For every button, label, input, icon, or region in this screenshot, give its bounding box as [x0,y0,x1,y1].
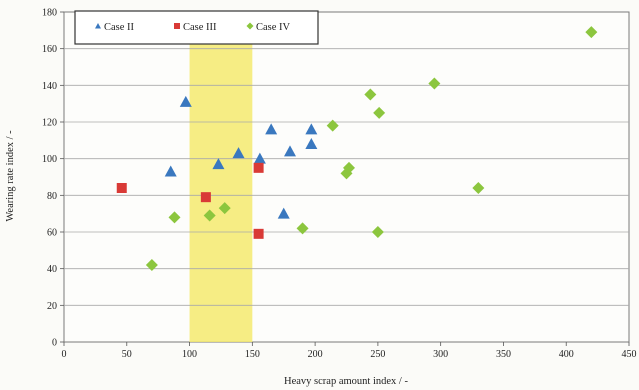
case-ii-point [284,145,296,157]
y-tick-label: 20 [47,301,57,312]
case-iv-point [472,182,485,194]
y-tick-label: 140 [42,81,57,92]
legend-case-ii-marker [95,23,101,29]
x-tick-label: 50 [122,349,132,360]
case-iv-point [371,226,384,238]
legend-case-iii-label: Case III [183,22,217,33]
case-iv-point [585,26,598,39]
case-ii-point [277,207,290,219]
case-ii-point [265,123,278,135]
x-tick-labels: 0 50 100 150 200 250 300 350 400 450 [62,342,637,360]
x-axis-label: Heavy scrap amount index / - [284,376,408,387]
case-iv-point [168,211,181,224]
y-tick-label: 80 [47,191,57,202]
case-iii-point [116,183,127,193]
case-iv-point [364,88,377,101]
case-iv-point [428,77,441,90]
x-tick-label: 250 [370,349,385,360]
x-tick-label: 150 [245,349,260,360]
case-iv-point [203,209,216,222]
grid-lines [64,48,629,306]
case-iii-point [253,228,264,239]
case-iv-point [145,259,158,271]
case-iv-point [343,161,356,174]
data-points [116,26,598,271]
legend-case-ii-label: Case II [104,22,135,33]
case-ii-point [305,138,318,149]
case-ii-point [232,147,245,159]
highlight-band [189,12,253,342]
x-tick-label: 100 [182,349,197,360]
legend: Case II Case III Case IV [74,10,319,45]
case-ii-point [212,158,225,170]
case-ii-point [305,123,318,135]
y-tick-label: 100 [42,154,57,165]
x-tick-label: 300 [433,349,448,360]
y-tick-label: 0 [52,338,57,349]
x-tick-label: 450 [622,349,637,360]
case-iv-point [326,119,339,132]
y-tick-labels: 0 20 40 60 80 100 120 140 160 180 [42,8,64,349]
legend-box [74,10,319,45]
case-ii-point [164,165,177,177]
x-tick-label: 400 [559,349,574,360]
y-tick-label: 180 [42,8,57,19]
x-tick-label: 350 [496,349,511,360]
y-tick-label: 160 [42,44,57,55]
x-tick-label: 200 [308,349,323,360]
case-iii-point [200,192,211,203]
y-tick-label: 60 [47,228,57,239]
legend-case-iii-marker [174,23,180,29]
x-tick-label: 0 [62,349,67,360]
case-iv-point [296,222,309,235]
y-tick-label: 40 [47,264,57,275]
case-iii-point [253,162,264,173]
legend-case-iv-marker [246,22,254,30]
y-tick-label: 120 [42,118,57,129]
case-ii-point [253,152,266,164]
y-axis-label: Wearing rate index / - [5,130,16,222]
legend-case-iv-label: Case IV [256,22,291,33]
case-iv-point [373,106,386,119]
case-ii-point [179,95,192,107]
case-iv-point [218,202,231,215]
